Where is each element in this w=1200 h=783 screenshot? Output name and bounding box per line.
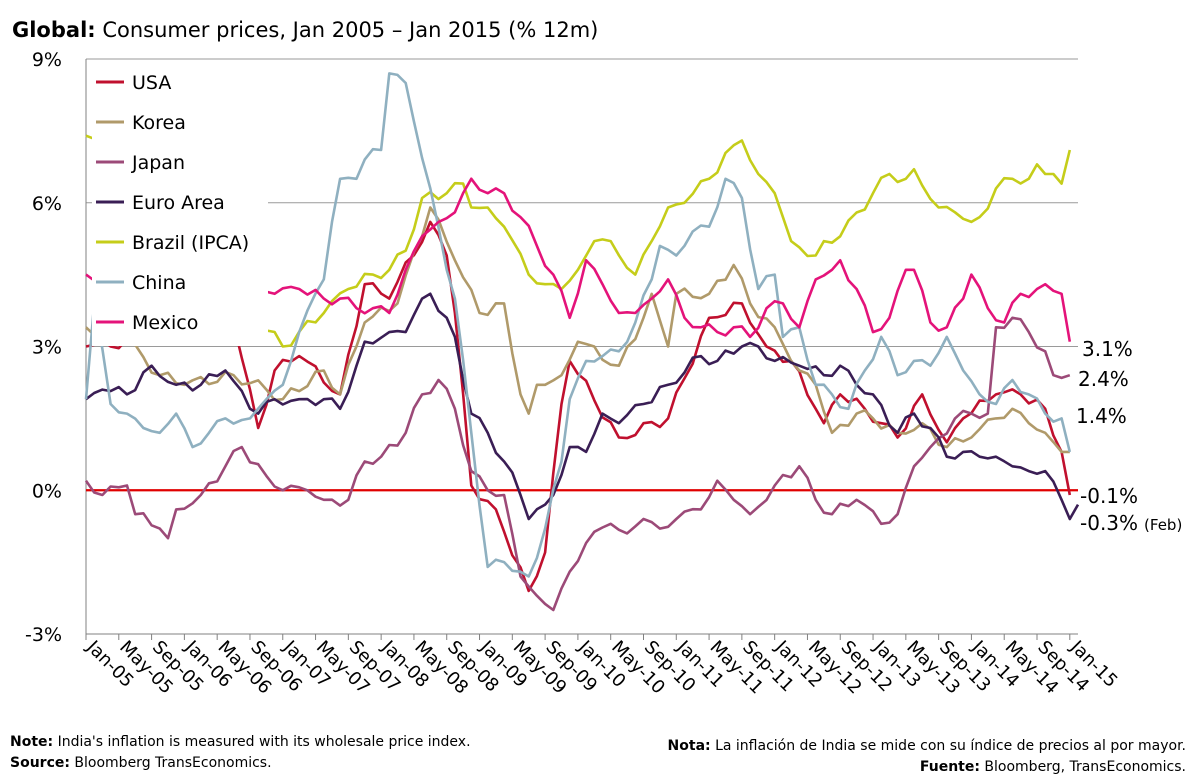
series-line-usa	[85, 220, 1072, 593]
end-label: -0.1%	[1080, 484, 1138, 508]
y-tick-label: 3%	[32, 337, 62, 359]
legend-label: China	[132, 272, 186, 294]
note-english: Note: India's inflation is measured with…	[10, 732, 480, 774]
source-english-label: Source:	[10, 755, 70, 771]
y-tick-label: 6%	[32, 193, 62, 215]
source-spanish-text: Bloomberg, TransEconomics.	[984, 759, 1186, 775]
note-spanish-label: Nota:	[667, 738, 711, 754]
note-english-label: Note:	[10, 734, 54, 750]
legend-box	[92, 64, 268, 346]
end-label: -0.3% (Feb)	[1080, 511, 1182, 535]
end-label: 2.4%	[1078, 367, 1129, 391]
end-label: 3.1%	[1082, 337, 1133, 361]
source-english-text: Bloomberg TransEconomics.	[74, 755, 272, 771]
y-tick-label: 9%	[32, 49, 62, 71]
end-label: 1.4%	[1076, 404, 1127, 428]
y-tick-label: 0%	[32, 480, 62, 502]
series-line-korea	[85, 206, 1070, 454]
note-spanish: Nota: La inflación de India se mide con …	[626, 736, 1186, 778]
legend-label: Euro Area	[132, 192, 225, 214]
chart-title-bold: Global:	[12, 18, 96, 42]
y-tick-label: -3%	[25, 624, 62, 646]
series-line-euro-area	[85, 292, 1080, 521]
chart-title-text: Consumer prices, Jan 2005 – Jan 2015 (% …	[102, 18, 599, 42]
line-chart: 9%6%3%0%-3%Jan-05May-05Sep-05Jan-06May-0…	[25, 49, 1182, 698]
source-spanish-label: Fuente:	[919, 759, 980, 775]
legend-label: Mexico	[132, 312, 198, 334]
chart-title: Global: Consumer prices, Jan 2005 – Jan …	[12, 18, 598, 42]
legend-label: Brazil (IPCA)	[132, 232, 249, 254]
legend-label: Japan	[131, 152, 185, 174]
note-spanish-text: La inflación de India se mide con su índ…	[715, 738, 1186, 754]
legend-label: Korea	[132, 112, 186, 134]
series-line-china	[84, 72, 1072, 578]
note-english-text: India's inflation is measured with its w…	[57, 734, 471, 750]
legend-label: USA	[132, 72, 171, 94]
series-line-japan	[84, 316, 1071, 612]
